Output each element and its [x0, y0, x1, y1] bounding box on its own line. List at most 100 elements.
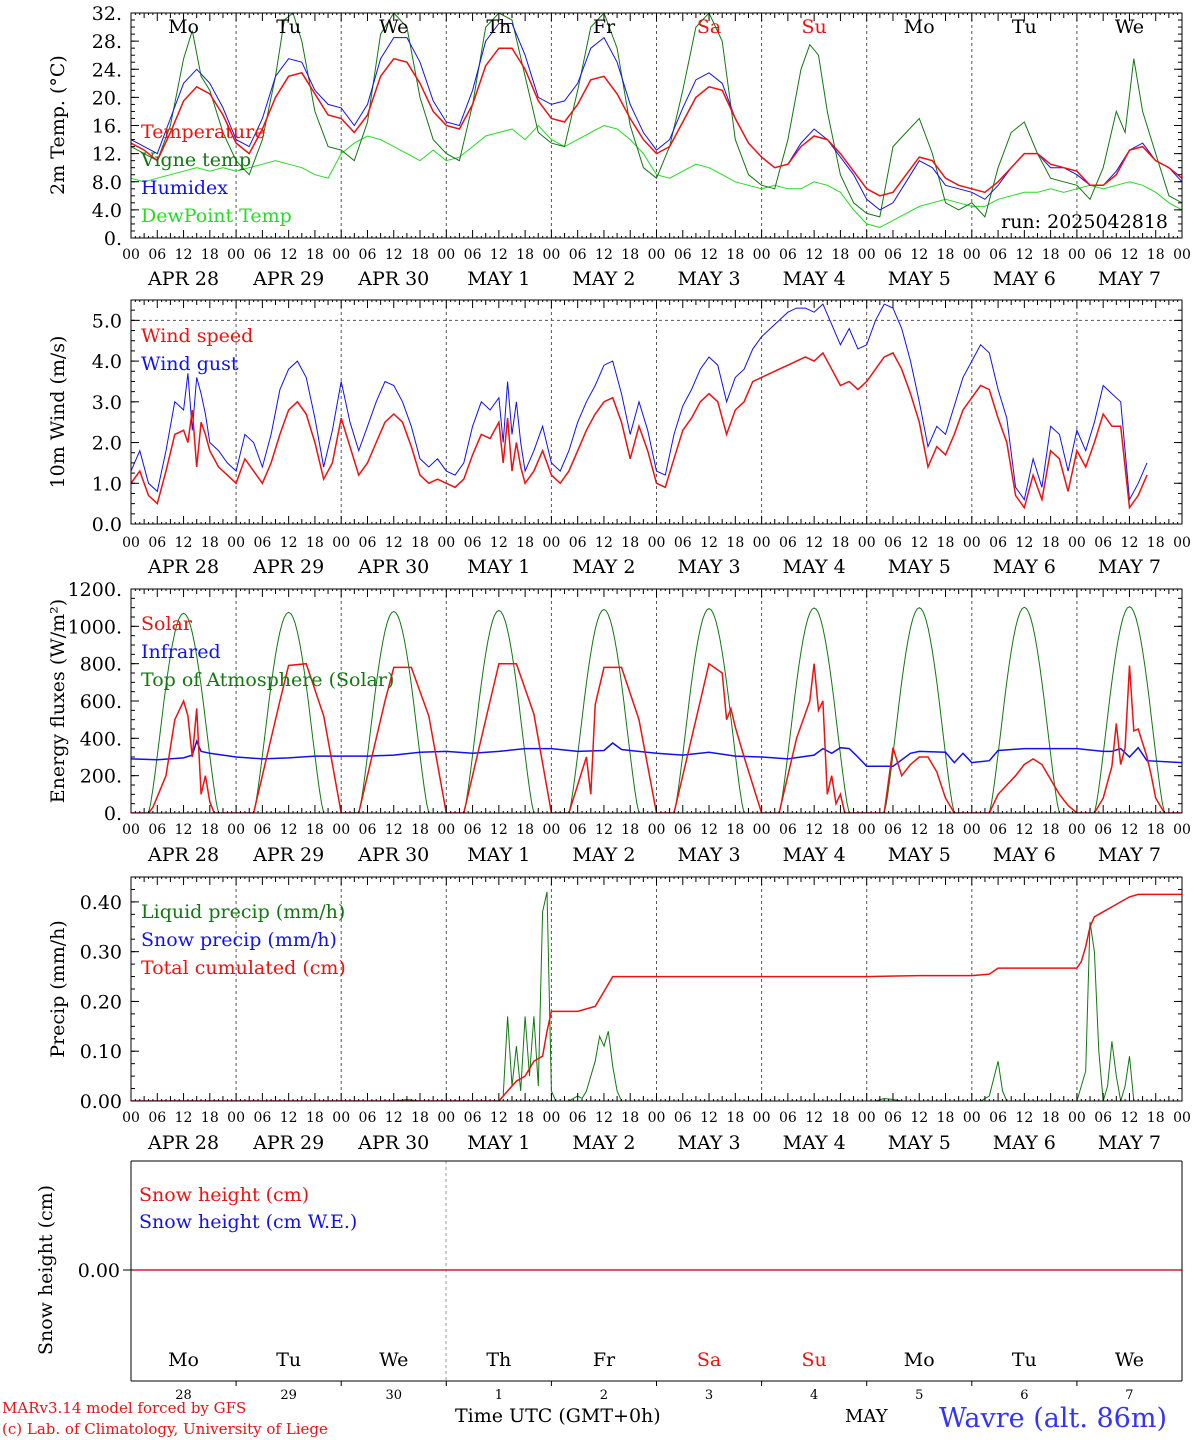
wind-y-tick-label: 0.0 — [92, 514, 122, 536]
wind-hour-label: 00 — [122, 535, 140, 551]
label-layer: 0.4.08.012.16.20.24.28.32.2m Temp. (°C)0… — [35, 3, 1191, 1403]
wind-hour-label: 12 — [910, 535, 928, 551]
wind-hour-label: 12 — [490, 535, 508, 551]
solar-series-line — [131, 662, 1182, 813]
wind-hour-label: 12 — [175, 535, 193, 551]
precip-y-tick-label: 0.10 — [80, 1041, 122, 1063]
temperature-date-label: MAY 4 — [783, 268, 846, 290]
snow-day-of-week-label: Mo — [904, 1349, 935, 1371]
footer-month-label: MAY — [845, 1406, 889, 1427]
precip-y-tick-label: 0.40 — [80, 892, 122, 914]
wind-gust-series-line — [131, 303, 1148, 502]
energy-hour-label: 12 — [1121, 822, 1139, 838]
energy-hour-label: 00 — [542, 822, 560, 838]
precip-hour-label: 12 — [700, 1110, 718, 1126]
precip-hour-label: 18 — [621, 1110, 639, 1126]
dewpoint-temp-series-line — [131, 124, 1182, 229]
energy-hour-label: 00 — [332, 822, 350, 838]
temperature-hour-label: 00 — [542, 247, 560, 263]
temperature-date-label: MAY 1 — [467, 268, 530, 290]
energy-hour-label: 12 — [700, 822, 718, 838]
wind-date-label: APR 28 — [147, 556, 219, 578]
temperature-hour-label: 18 — [306, 247, 324, 263]
temperature-hour-label: 18 — [621, 247, 639, 263]
energy-hour-label: 06 — [989, 822, 1007, 838]
temperature-date-label: APR 28 — [147, 268, 219, 290]
day-of-week-label: Sa — [697, 16, 721, 38]
temperature-hour-label: 00 — [1068, 247, 1086, 263]
wind-y-tick-label: 1.0 — [92, 473, 122, 495]
temperature-date-label: MAY 5 — [888, 268, 951, 290]
precip-legend-entry: Liquid precip (mm/h) — [141, 901, 345, 923]
wind-hour-label: 06 — [464, 535, 482, 551]
energy-hour-label: 18 — [937, 822, 955, 838]
wind-hour-label: 12 — [805, 535, 823, 551]
precip-hour-label: 12 — [595, 1110, 613, 1126]
wind-date-label: APR 30 — [357, 556, 429, 578]
energy-y-tick-label: 0. — [104, 803, 122, 825]
footer-day-number: 4 — [810, 1388, 818, 1403]
wind-hour-label: 18 — [201, 535, 219, 551]
footer-time-label: Time UTC (GMT+0h) — [455, 1405, 661, 1427]
temperature-hour-label: 06 — [779, 247, 797, 263]
energy-date-label: APR 30 — [357, 844, 429, 866]
energy-hour-label: 18 — [201, 822, 219, 838]
wind-hour-label: 18 — [726, 535, 744, 551]
wind-date-label: MAY 4 — [783, 556, 846, 578]
temperature-y-tick-label: 4.0 — [92, 200, 122, 222]
temperature-hour-label: 18 — [832, 247, 850, 263]
temperature-hour-label: 00 — [437, 247, 455, 263]
energy-hour-label: 06 — [674, 822, 692, 838]
wind-hour-label: 06 — [1094, 535, 1112, 551]
precip-hour-label: 12 — [490, 1110, 508, 1126]
footer-day-number: 5 — [915, 1388, 923, 1403]
energy-y-tick-label: 600. — [80, 691, 122, 713]
toa-solar-series-line — [131, 606, 1182, 813]
temperature-hour-label: 18 — [726, 247, 744, 263]
footer-day-number: 28 — [175, 1388, 192, 1403]
day-of-week-label: Tu — [276, 16, 301, 38]
wind-hour-label: 00 — [437, 535, 455, 551]
energy-hour-label: 12 — [280, 822, 298, 838]
wind-legend-entry: Wind gust — [141, 353, 239, 375]
temperature-hour-label: 00 — [963, 247, 981, 263]
precip-hour-label: 06 — [359, 1110, 377, 1126]
wind-hour-label: 12 — [1015, 535, 1033, 551]
temperature-y-tick-label: 20. — [92, 87, 122, 109]
day-of-week-label: Mo — [168, 16, 199, 38]
energy-date-label: MAY 7 — [1098, 844, 1161, 866]
wind-hour-label: 06 — [359, 535, 377, 551]
snow-day-of-week-label: Fr — [593, 1349, 616, 1371]
precip-y-axis-label: Precip (mm/h) — [47, 920, 69, 1058]
vigne-temp-series-line — [131, 13, 1182, 218]
energy-date-label: MAY 6 — [993, 844, 1056, 866]
infrared-series-line — [131, 738, 1182, 768]
snow-legend-entry: Snow height (cm W.E.) — [139, 1211, 357, 1233]
precip-hour-label: 12 — [1121, 1110, 1139, 1126]
energy-hour-label: 00 — [1068, 822, 1086, 838]
energy-hour-label: 06 — [569, 822, 587, 838]
snow-day-of-week-label: We — [1115, 1349, 1144, 1371]
temperature-y-tick-label: 12. — [92, 144, 122, 166]
footer-day-number: 3 — [705, 1388, 713, 1403]
credit-line-2: (c) Lab. of Climatology, University of L… — [2, 1420, 328, 1438]
temperature-hour-label: 06 — [674, 247, 692, 263]
temperature-hour-label: 06 — [884, 247, 902, 263]
temperature-legend-entry: Humidex — [141, 177, 228, 199]
energy-legend-entry: Solar — [141, 613, 193, 635]
precip-hour-label: 18 — [726, 1110, 744, 1126]
precip-hour-label: 18 — [306, 1110, 324, 1126]
temperature-y-tick-label: 28. — [92, 31, 122, 53]
energy-y-tick-label: 400. — [80, 728, 122, 750]
wind-hour-label: 00 — [753, 535, 771, 551]
temperature-date-label: APR 29 — [252, 268, 324, 290]
precip-date-label: APR 28 — [147, 1132, 219, 1154]
energy-hour-label: 18 — [306, 822, 324, 838]
wind-speed-series-line — [131, 351, 1148, 510]
temperature-hour-label: 12 — [700, 247, 718, 263]
temperature-date-label: APR 30 — [357, 268, 429, 290]
wind-hour-label: 18 — [1147, 535, 1165, 551]
snow-day-of-week-label: Mo — [168, 1349, 199, 1371]
energy-hour-label: 18 — [726, 822, 744, 838]
wind-hour-label: 18 — [832, 535, 850, 551]
